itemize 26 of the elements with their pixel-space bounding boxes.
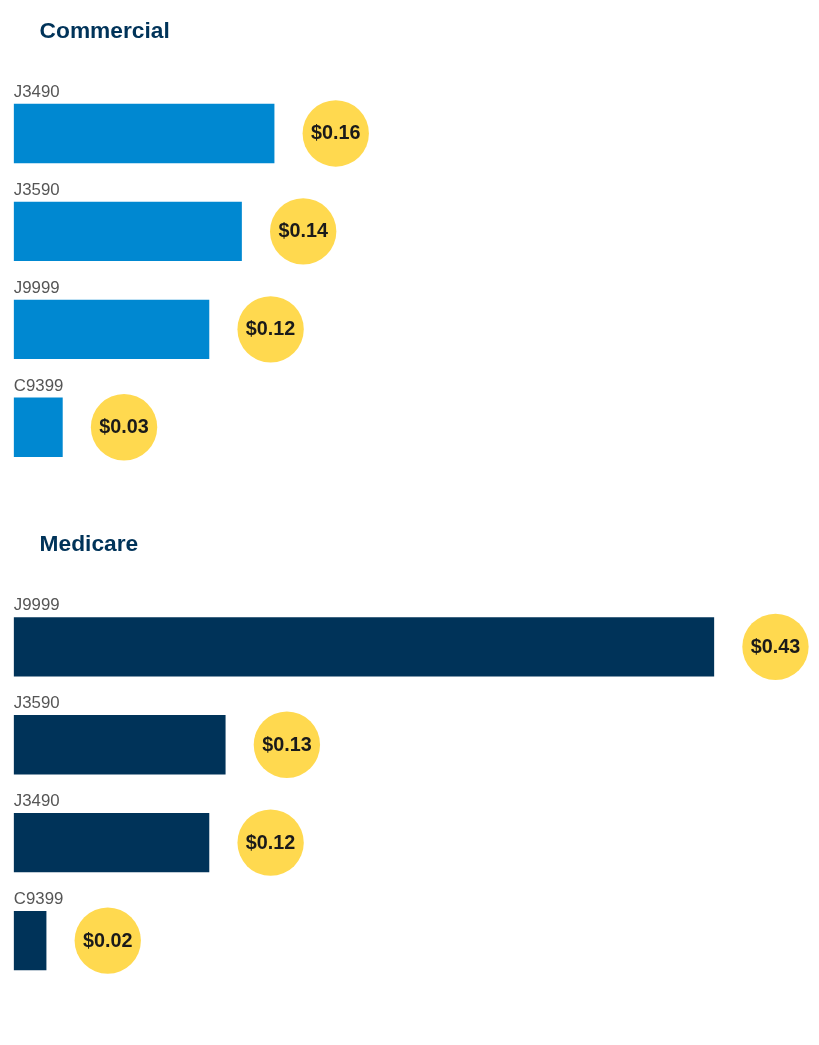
- data-label: $0.16: [311, 121, 361, 144]
- data-label: $0.12: [245, 317, 296, 340]
- chart-title: Medicare: [39, 530, 139, 557]
- bar: [13, 617, 715, 677]
- data-label: $0.12: [245, 830, 296, 853]
- data-label: $0.43: [750, 634, 801, 657]
- data-label: $0.02: [83, 928, 133, 951]
- y-tick-label: C9399: [13, 375, 64, 395]
- y-tick-label: J3490: [13, 81, 60, 101]
- y-tick-label: C9399: [13, 888, 64, 908]
- bar: [13, 715, 226, 775]
- y-tick-label: J3590: [13, 693, 60, 713]
- bar: [13, 910, 47, 971]
- y-tick-label: J3590: [13, 179, 60, 199]
- data-label: $0.03: [99, 415, 149, 438]
- chart-title: Commercial: [39, 17, 170, 44]
- bar: [13, 397, 63, 457]
- y-tick-label: J9999: [13, 277, 60, 297]
- data-label: $0.13: [262, 732, 312, 755]
- bar: [13, 812, 210, 873]
- bar: [13, 201, 242, 262]
- y-tick-label: J9999: [13, 595, 60, 615]
- bar: [13, 103, 275, 164]
- data-label: $0.14: [278, 219, 328, 242]
- bar: [13, 299, 210, 359]
- y-tick-label: J3490: [13, 791, 60, 811]
